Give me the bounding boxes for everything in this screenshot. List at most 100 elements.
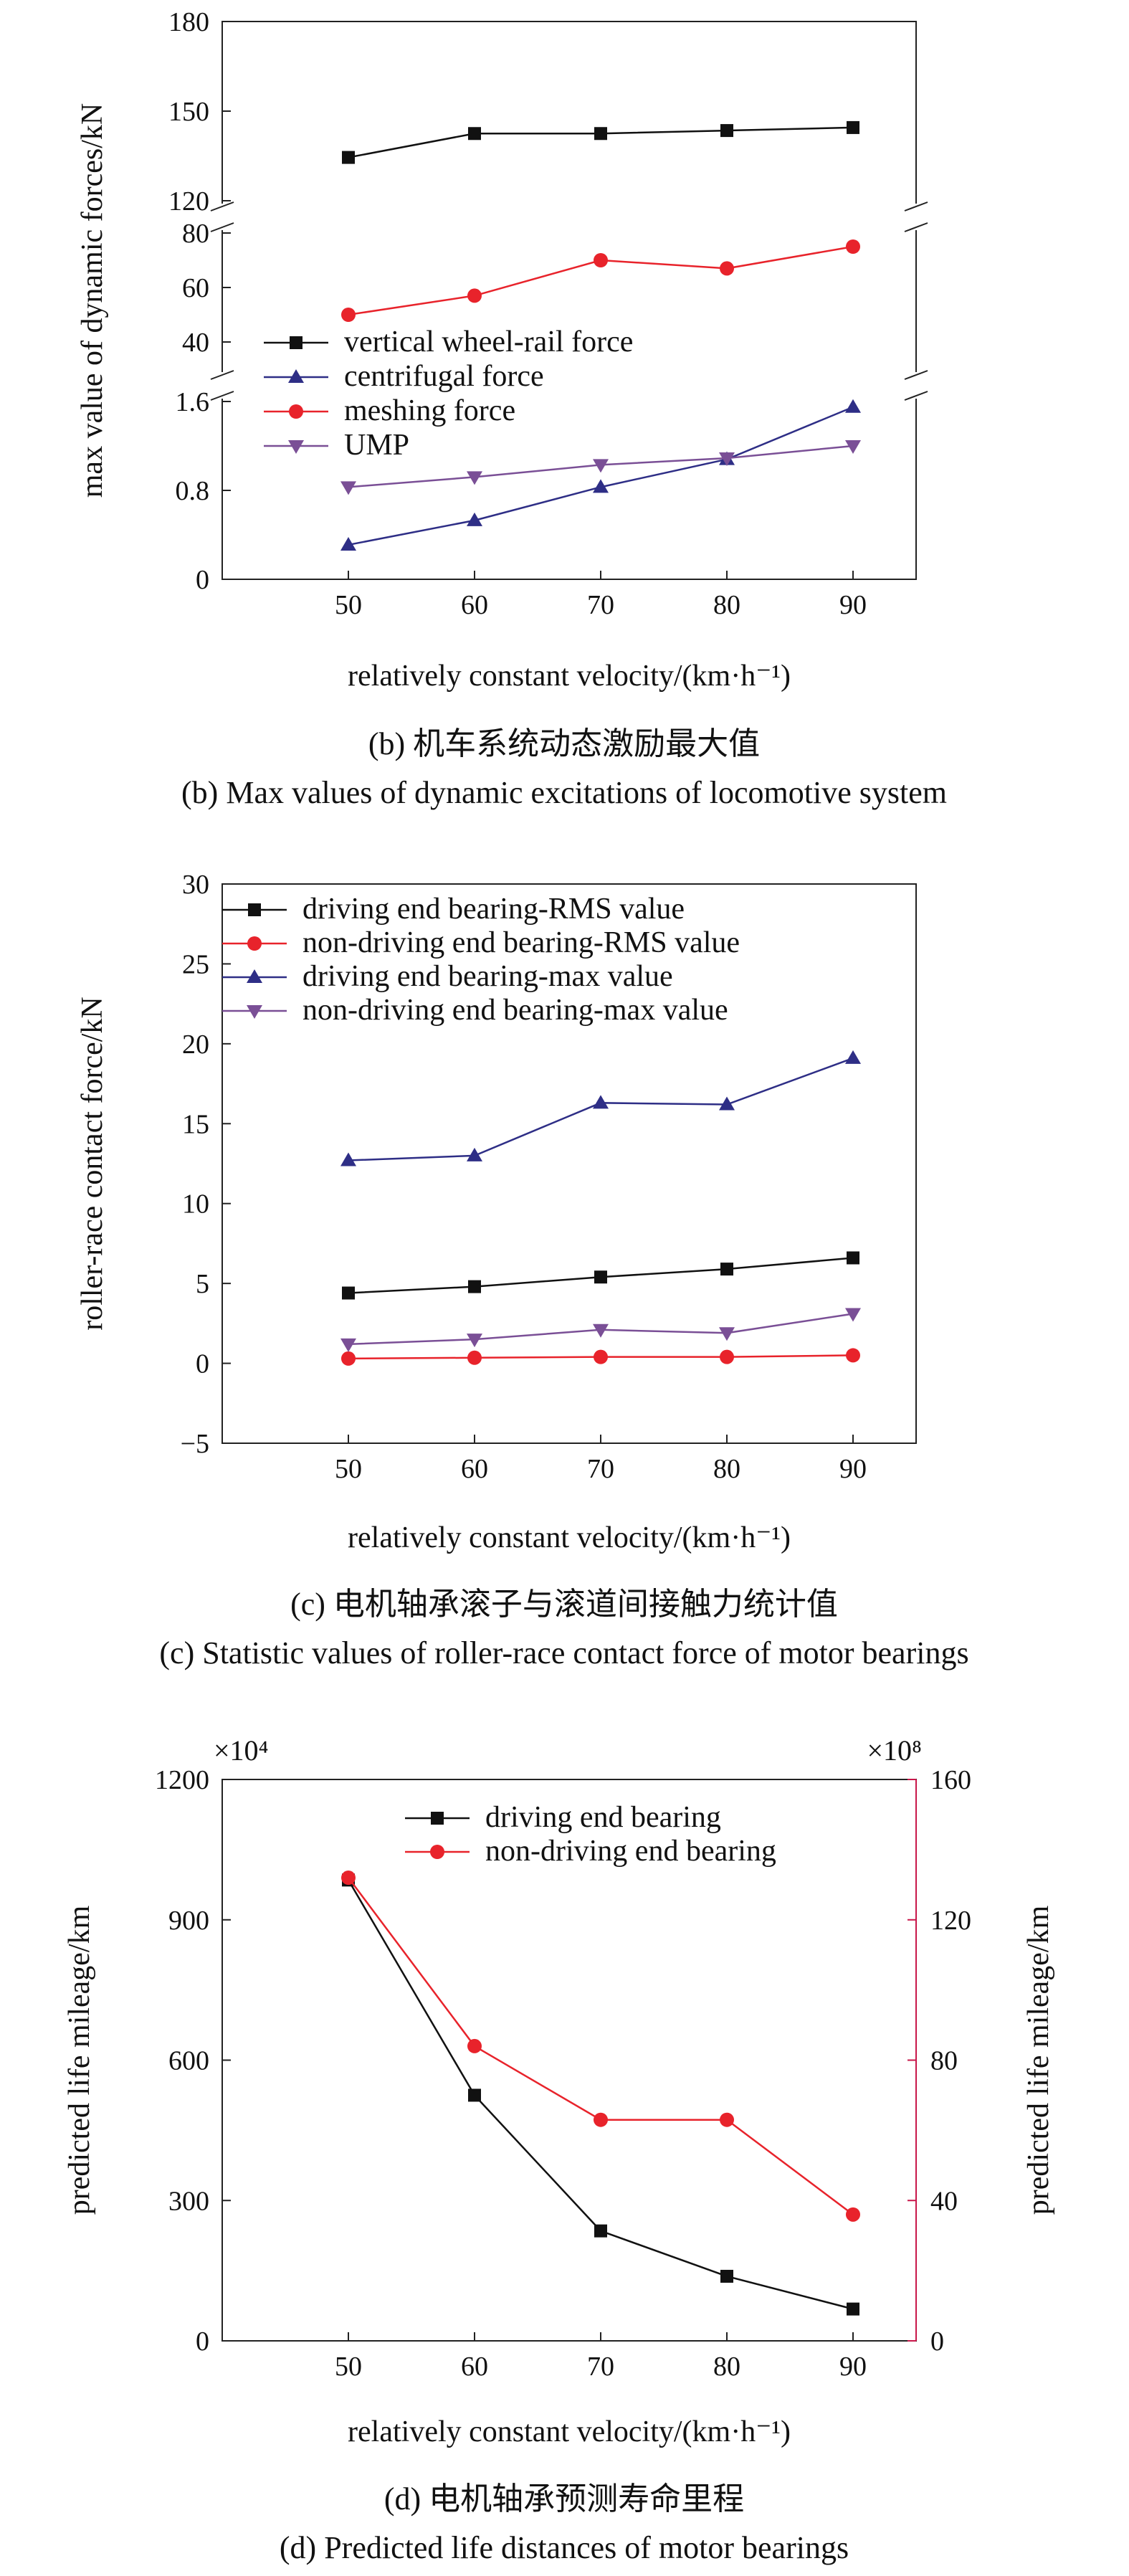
y-tick-label-right: 80 bbox=[930, 2046, 958, 2076]
legend-label: driving end bearing bbox=[485, 1801, 721, 1834]
right-multiplier: ×10⁸ bbox=[867, 1734, 922, 1767]
data-point bbox=[342, 1286, 355, 1300]
data-point bbox=[845, 399, 861, 413]
y-tick-label-right: 0 bbox=[930, 2327, 944, 2357]
legend-label: vertical wheel-rail force bbox=[344, 325, 633, 358]
data-point bbox=[845, 1308, 861, 1322]
axis-break-mark bbox=[904, 370, 928, 380]
y-tick-label: 10 bbox=[182, 1189, 209, 1220]
caption-cn: (c) 电机轴承滚子与滚道间接触力统计值 bbox=[290, 1587, 838, 1622]
x-tick-label: 80 bbox=[713, 2352, 740, 2382]
legend-marker bbox=[288, 440, 304, 454]
y-tick-label-left: 0 bbox=[196, 2327, 209, 2357]
legend-label: meshing force bbox=[344, 394, 515, 427]
y-tick-label: 40 bbox=[182, 328, 209, 358]
data-point bbox=[467, 1334, 482, 1348]
data-point bbox=[467, 471, 482, 485]
y-tick-label: 15 bbox=[182, 1109, 209, 1139]
x-tick-label: 60 bbox=[461, 2352, 488, 2382]
data-point bbox=[594, 1270, 607, 1284]
legend-marker bbox=[248, 903, 261, 916]
axis-break-mark bbox=[904, 222, 928, 232]
y-tick-label: 0.8 bbox=[176, 476, 210, 506]
series-line bbox=[348, 1057, 854, 1161]
data-point bbox=[720, 124, 733, 138]
axis-break-mark bbox=[210, 391, 234, 401]
plot-frame bbox=[221, 883, 917, 1444]
legend-label: non-driving end bearing-max value bbox=[303, 994, 728, 1027]
data-point bbox=[340, 481, 356, 495]
data-point bbox=[468, 1280, 481, 1293]
y-tick-label-left: 1200 bbox=[155, 1765, 209, 1795]
x-axis-title: relatively constant velocity/(km·h⁻¹) bbox=[348, 2415, 791, 2448]
data-point bbox=[846, 1348, 860, 1363]
legend-label: non-driving end bearing bbox=[485, 1835, 776, 1868]
data-point bbox=[846, 239, 860, 254]
legend-marker bbox=[430, 1845, 444, 1859]
y-tick-label-right: 40 bbox=[930, 2186, 958, 2216]
data-point bbox=[340, 536, 356, 551]
y-tick-label: 0 bbox=[196, 1349, 209, 1379]
caption-cn: (b) 机车系统动态激励最大值 bbox=[368, 726, 760, 761]
data-point bbox=[594, 2112, 608, 2127]
data-point bbox=[845, 1050, 861, 1064]
data-point bbox=[719, 1096, 735, 1111]
y-tick-label-left: 300 bbox=[168, 2186, 209, 2216]
x-tick-label: 50 bbox=[335, 2352, 362, 2382]
x-tick-label: 60 bbox=[461, 590, 488, 620]
data-point bbox=[468, 127, 481, 141]
legend-marker bbox=[431, 1812, 444, 1825]
y-tick-label: 5 bbox=[196, 1269, 209, 1299]
data-point bbox=[340, 1152, 356, 1166]
data-point bbox=[340, 1338, 356, 1352]
y-axis-title-right: predicted life mileage/km bbox=[1022, 1905, 1055, 2215]
y-tick-label: 80 bbox=[182, 219, 209, 249]
data-point bbox=[467, 512, 482, 526]
data-point bbox=[720, 2269, 733, 2283]
data-point bbox=[467, 288, 482, 303]
data-point bbox=[847, 1251, 859, 1265]
axis-break-gap bbox=[912, 372, 920, 399]
axis-break-mark bbox=[904, 391, 928, 401]
series-line bbox=[347, 1877, 854, 2215]
x-tick-label: 70 bbox=[587, 1454, 614, 1484]
x-tick-label: 70 bbox=[587, 590, 614, 620]
x-tick-label: 50 bbox=[335, 1454, 362, 1484]
series-line bbox=[348, 406, 854, 546]
x-axis-title: relatively constant velocity/(km·h⁻¹) bbox=[348, 660, 791, 693]
data-point bbox=[593, 479, 609, 493]
x-tick-label: 90 bbox=[839, 590, 867, 620]
y-tick-label-left: 600 bbox=[168, 2046, 209, 2076]
x-tick-label: 80 bbox=[713, 1454, 740, 1484]
x-tick-label: 60 bbox=[461, 1454, 488, 1484]
legend-marker bbox=[289, 404, 303, 419]
y-tick-label: −5 bbox=[181, 1429, 209, 1459]
legend-marker bbox=[247, 1005, 262, 1019]
data-point bbox=[719, 1327, 735, 1341]
chart-b: 50 60 70 80 90 120 150 180 40 60 80 0 0.8 1.6 vertical… bbox=[76, 7, 947, 810]
axis-break-gap bbox=[218, 204, 227, 230]
y-tick-label-left: 900 bbox=[168, 1906, 209, 1936]
data-point bbox=[846, 2207, 860, 2222]
chart-c: 50 60 70 80 90 −5 0 5 10 15 20 25 30 driving end bear… bbox=[76, 870, 969, 1670]
y-tick-label-right: 120 bbox=[930, 1906, 971, 1936]
data-point bbox=[720, 1263, 733, 1276]
y-tick-label: 0 bbox=[196, 565, 209, 595]
legend-label: driving end bearing-RMS value bbox=[303, 893, 685, 926]
legend-label: non-driving end bearing-RMS value bbox=[303, 926, 740, 959]
data-point bbox=[720, 261, 734, 276]
y-tick-label: 180 bbox=[168, 7, 209, 37]
y-axis-title: roller-race contact force/kN bbox=[76, 997, 109, 1331]
legend-marker bbox=[288, 369, 304, 383]
axis-break-mark bbox=[210, 222, 234, 232]
axis-break-gap bbox=[912, 204, 920, 230]
data-point bbox=[720, 1349, 734, 1364]
y-tick-label: 30 bbox=[182, 870, 209, 900]
legend-label: UMP bbox=[344, 429, 409, 462]
legend-label: driving end bearing-max value bbox=[303, 960, 673, 993]
caption-en: (d) Predicted life distances of motor be… bbox=[280, 2530, 849, 2565]
data-point bbox=[467, 1147, 482, 1161]
data-point bbox=[594, 2224, 607, 2238]
data-point bbox=[594, 253, 608, 267]
series-line bbox=[347, 1879, 854, 2310]
